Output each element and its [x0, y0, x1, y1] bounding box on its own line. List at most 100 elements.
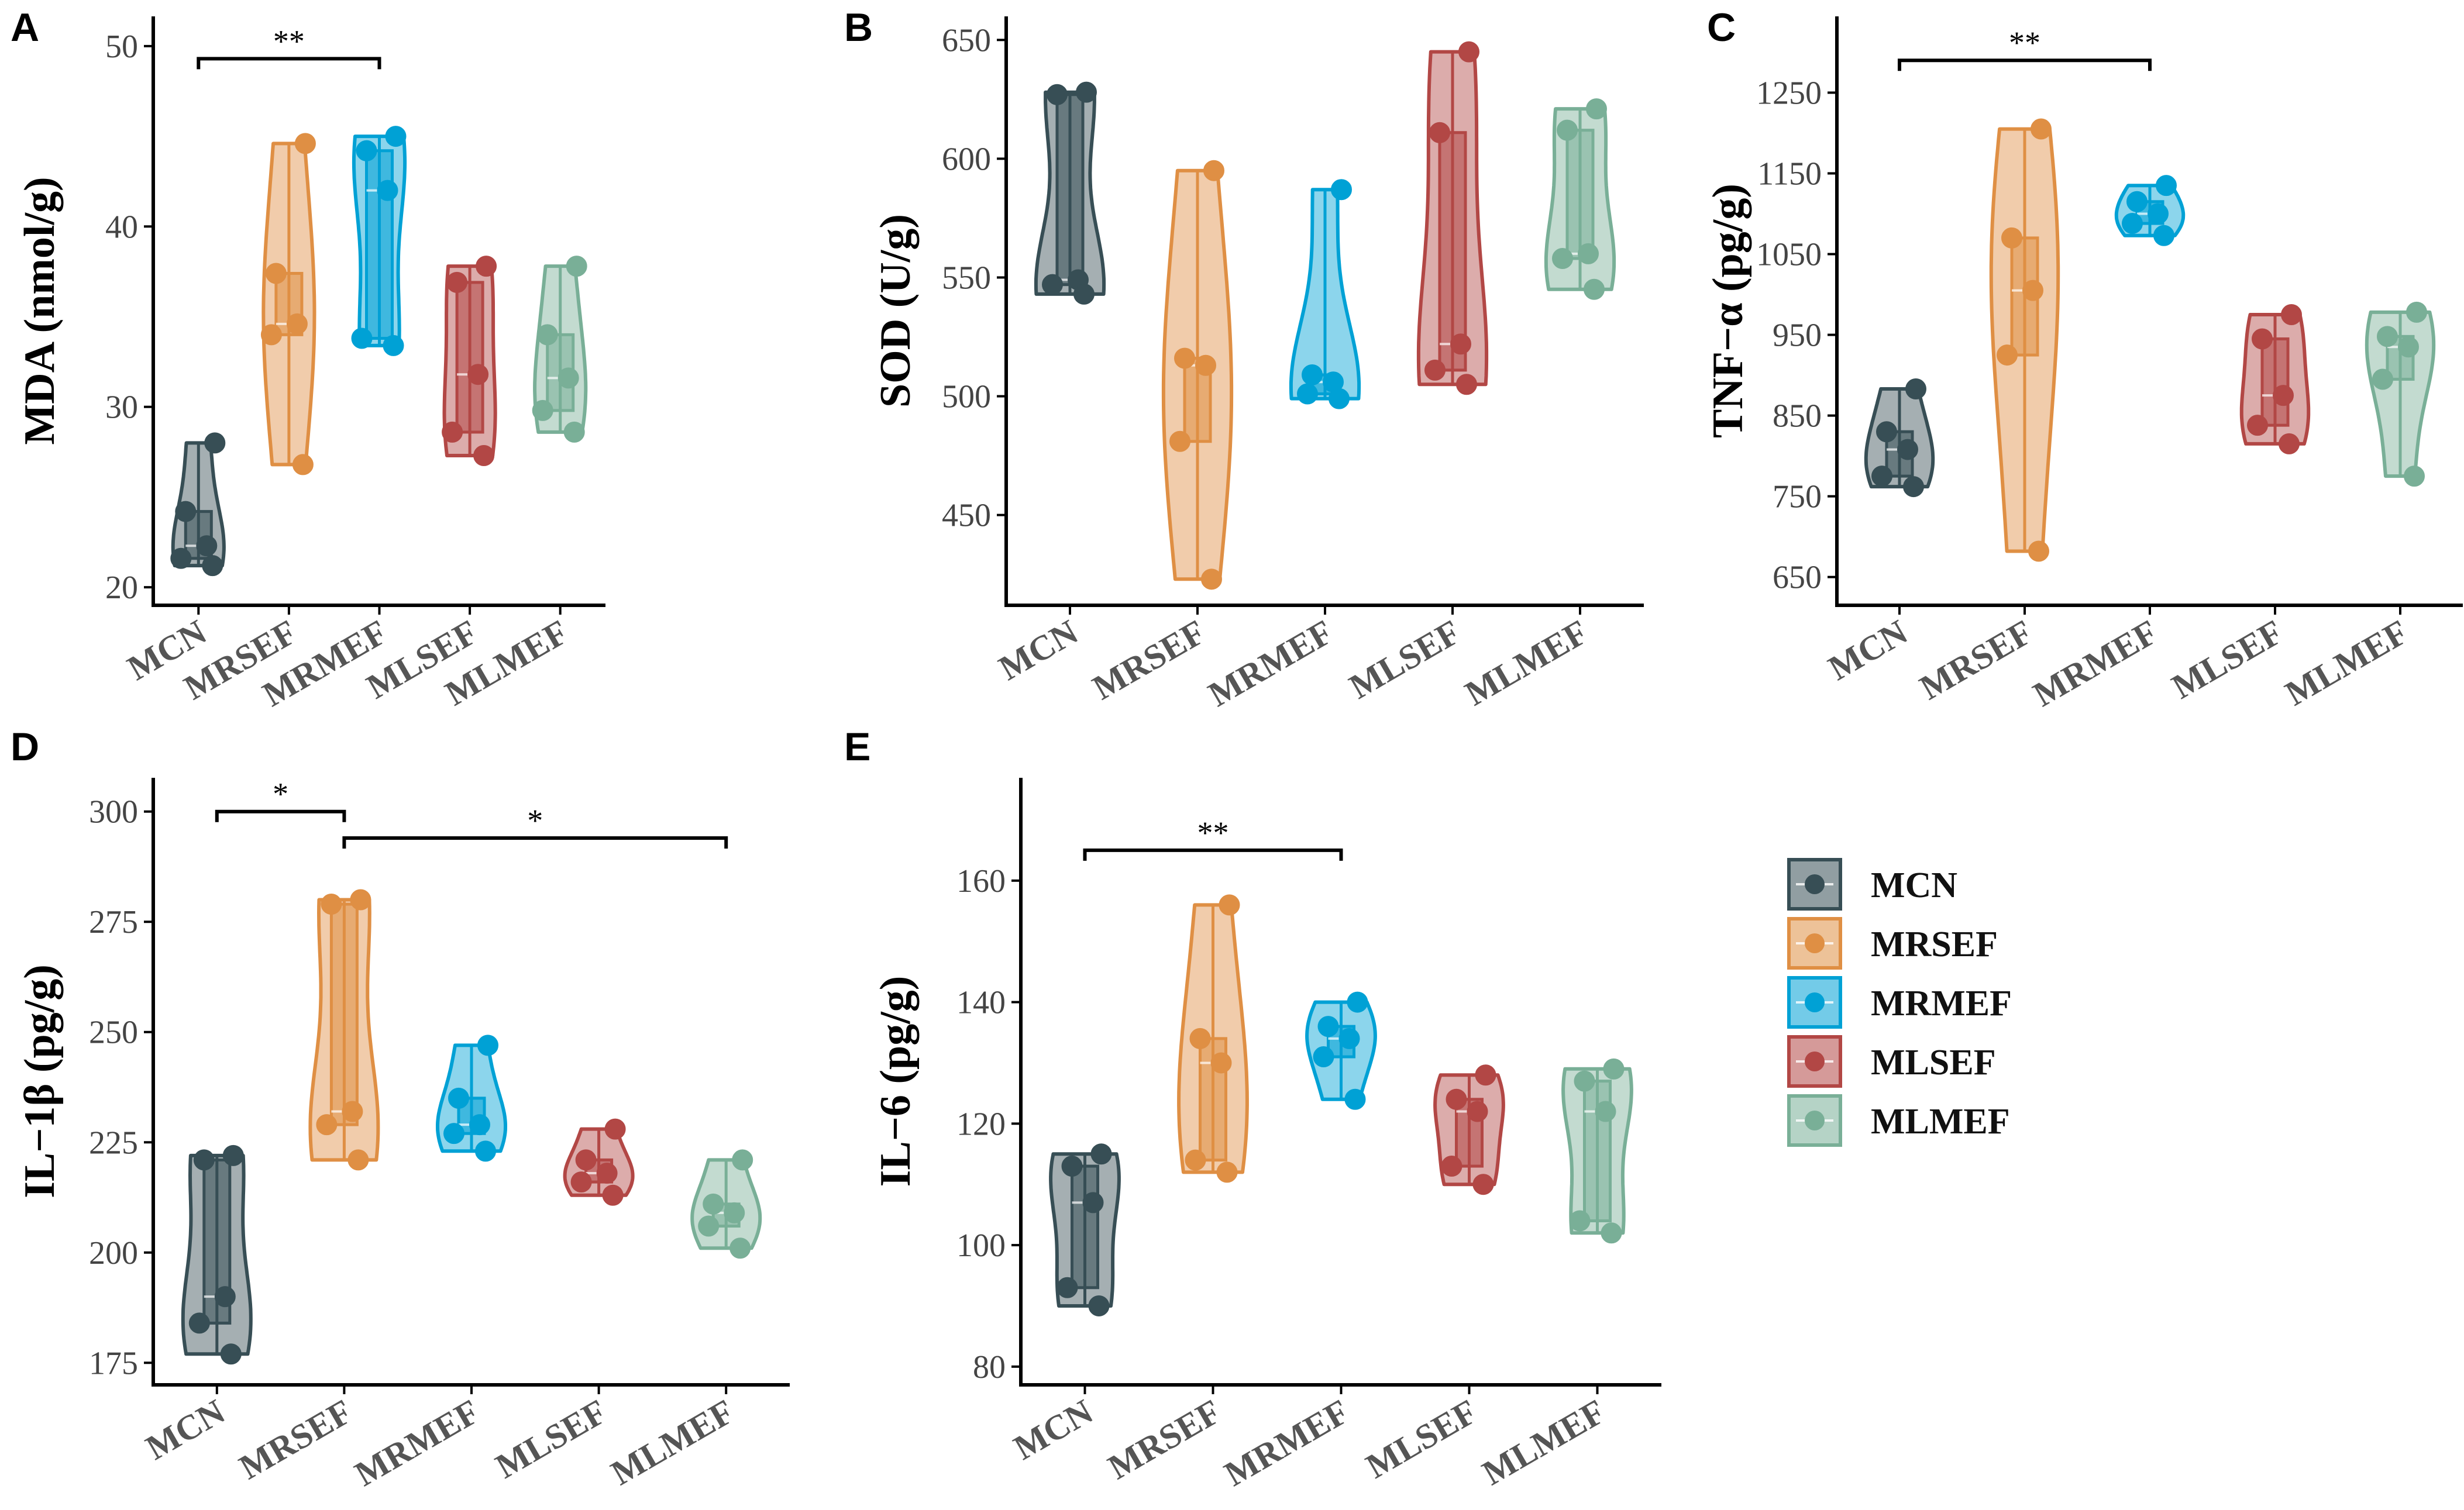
- group-mlsef: [2239, 304, 2311, 454]
- data-point: [1201, 568, 1222, 590]
- x-tick-label: MRMEF: [348, 1392, 486, 1494]
- y-axis-label: TNF−α (pg/g): [1704, 184, 1752, 438]
- group-mlmef: [532, 256, 588, 443]
- group-mrmef: [1305, 991, 1377, 1110]
- data-point: [2377, 326, 2398, 347]
- y-tick-label: 1050: [1756, 237, 1822, 273]
- data-point: [1584, 278, 1605, 300]
- data-point: [1317, 1016, 1339, 1037]
- data-point: [1446, 1088, 1467, 1110]
- box-iqr: [365, 149, 394, 340]
- y-tick-label: 500: [942, 379, 991, 415]
- group-mlmef: [1544, 98, 1616, 300]
- significance-bracket: *: [215, 777, 346, 822]
- data-point: [1088, 1295, 1110, 1316]
- data-point: [2406, 301, 2427, 323]
- y-axis-label: IL−6 (pg/g): [872, 976, 920, 1187]
- legend-swatch-point: [1805, 992, 1825, 1012]
- data-point: [729, 1237, 751, 1259]
- group-mlmef: [2365, 301, 2436, 487]
- y-tick-label: 450: [942, 498, 991, 534]
- bracket-line: [1083, 848, 1343, 861]
- data-point: [467, 364, 489, 385]
- data-point: [204, 432, 226, 454]
- data-point: [1569, 1210, 1591, 1232]
- box-iqr: [2260, 337, 2290, 427]
- bracket-line: [1898, 58, 2152, 71]
- data-point: [2156, 175, 2177, 196]
- y-tick-label: 250: [89, 1015, 138, 1051]
- group-mrmef: [2114, 175, 2186, 246]
- box-iqr: [1565, 129, 1595, 260]
- significance-bracket: **: [1083, 815, 1343, 861]
- group-mrsef: [1161, 160, 1234, 590]
- x-tick-label: MLMEF: [1476, 1392, 1612, 1492]
- x-tick-label: MLSEF: [1360, 1392, 1484, 1486]
- data-point: [698, 1215, 720, 1237]
- data-point: [1297, 383, 1318, 405]
- group-mlsef: [1433, 1064, 1505, 1195]
- data-point: [476, 256, 497, 277]
- data-point: [2273, 385, 2294, 406]
- data-point: [1047, 84, 1068, 105]
- significance-label: *: [527, 803, 543, 838]
- significance-label: **: [273, 23, 305, 58]
- data-point: [1210, 1052, 1232, 1074]
- data-point: [1185, 1149, 1206, 1171]
- data-point: [442, 421, 463, 443]
- group-mcn: [170, 432, 226, 577]
- box-iqr: [1438, 131, 1467, 372]
- y-tick-label: 140: [956, 985, 1006, 1021]
- data-point: [2398, 336, 2419, 358]
- y-tick-label: 225: [89, 1125, 138, 1161]
- data-point: [1475, 1064, 1496, 1086]
- data-point: [536, 324, 558, 346]
- panel-label-b: B: [844, 5, 873, 50]
- data-point: [2031, 118, 2052, 140]
- data-point: [1574, 1070, 1595, 1092]
- legend-item-mlsef: MLSEF: [1787, 1035, 1996, 1088]
- y-tick-label: 600: [942, 141, 991, 177]
- group-mrsef: [308, 889, 380, 1171]
- data-point: [1876, 421, 1897, 443]
- data-point: [214, 1286, 236, 1308]
- y-tick-label: 30: [105, 389, 138, 426]
- data-point: [1195, 354, 1216, 376]
- data-point: [1595, 1101, 1616, 1122]
- data-point: [596, 1163, 618, 1184]
- legend-item-mrsef: MRSEF: [1787, 917, 1998, 970]
- data-point: [1203, 160, 1224, 181]
- data-point: [2022, 280, 2043, 301]
- data-point: [1057, 1277, 1078, 1298]
- y-tick-label: 175: [89, 1345, 138, 1381]
- data-point: [1169, 430, 1190, 452]
- panel-label-a: A: [11, 5, 39, 50]
- bracket-line: [197, 57, 381, 70]
- legend-label: MLMEF: [1871, 1102, 2010, 1142]
- data-point: [1552, 247, 1573, 269]
- data-point: [575, 1149, 597, 1171]
- y-tick-label: 300: [89, 794, 138, 830]
- x-tick-label: MRSEF: [1102, 1392, 1227, 1487]
- legend-swatch-point: [1805, 1052, 1825, 1071]
- y-tick-label: 950: [1773, 318, 1822, 354]
- box-iqr: [329, 902, 359, 1126]
- legend-label: MRMEF: [1871, 984, 2012, 1023]
- data-point: [2001, 227, 2022, 249]
- y-tick-label: 1250: [1756, 75, 1822, 111]
- bracket-line: [342, 836, 728, 849]
- data-point: [342, 1101, 363, 1122]
- group-mrsef: [260, 133, 316, 475]
- legend-swatch-point: [1805, 933, 1825, 953]
- data-point: [1189, 1028, 1211, 1049]
- x-tick-label: MLSEF: [2165, 612, 2289, 706]
- data-point: [1042, 274, 1063, 295]
- data-point: [385, 126, 407, 147]
- data-point: [2372, 368, 2393, 390]
- data-point: [566, 256, 587, 277]
- data-point: [265, 263, 287, 284]
- data-point: [175, 501, 197, 522]
